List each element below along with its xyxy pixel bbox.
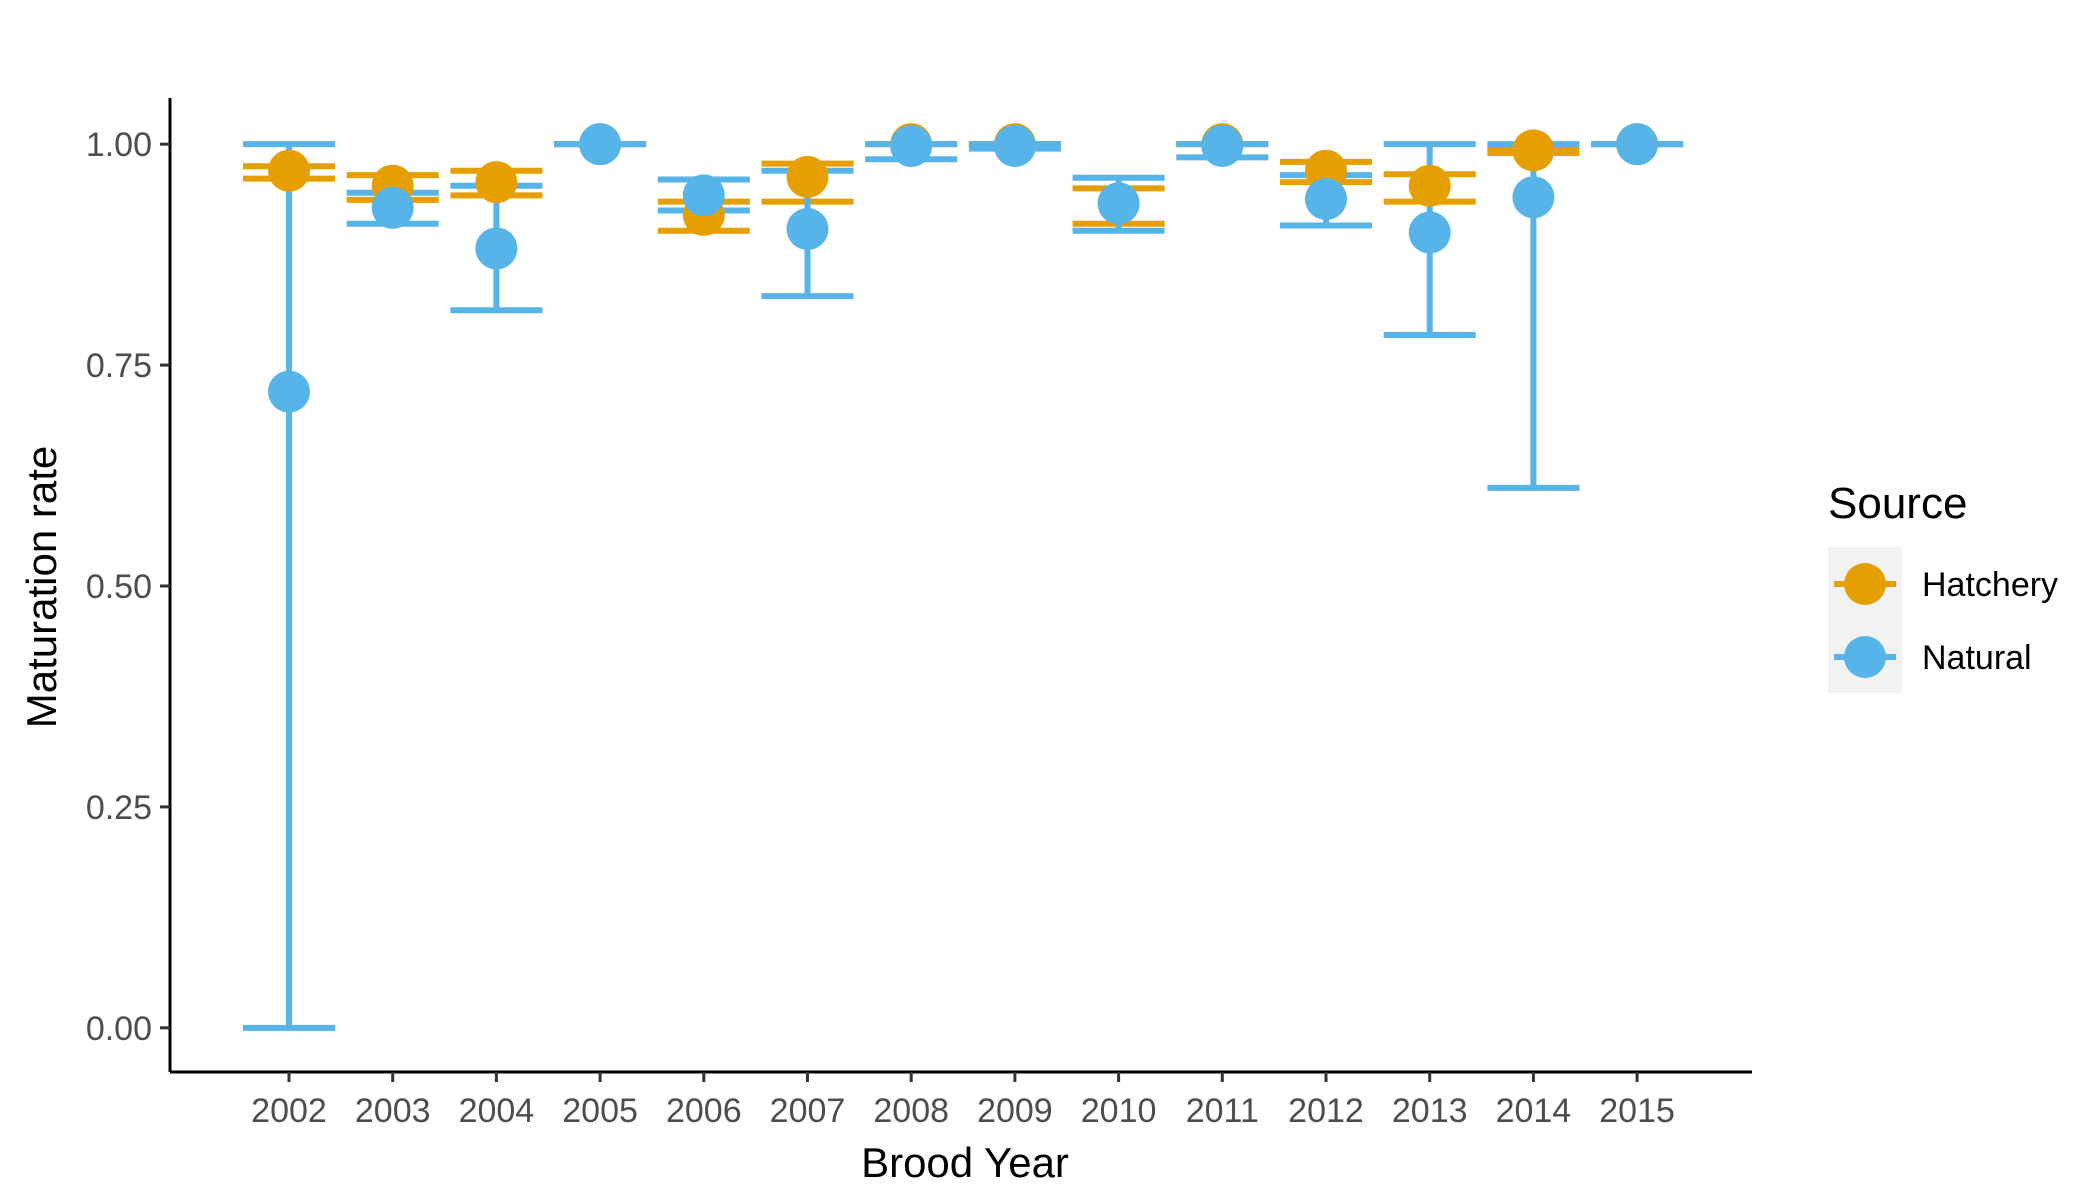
x-tick-label: 2002	[251, 1092, 327, 1130]
x-tick-label: 2013	[1392, 1092, 1468, 1130]
point-natural-2002	[268, 370, 310, 413]
point-natural-2006	[682, 174, 725, 217]
legend-key-point	[1844, 636, 1886, 678]
point-natural-2009	[993, 124, 1036, 167]
point-natural-2011	[1201, 124, 1244, 167]
point-natural-2013	[1408, 211, 1451, 254]
x-tick-label: 2006	[666, 1092, 742, 1130]
point-natural-2007	[786, 208, 829, 251]
y-tick-label: 0.50	[86, 568, 152, 606]
legend-label: Hatchery	[1922, 566, 2058, 604]
point-hatchery-2004	[475, 161, 518, 204]
legend-title: Source	[1828, 479, 1967, 528]
point-hatchery-2014	[1512, 129, 1555, 172]
point-natural-2008	[890, 124, 933, 167]
y-axis-title: Maturation rate	[18, 446, 65, 728]
point-natural-2010	[1097, 182, 1140, 225]
point-natural-2015	[1616, 123, 1659, 166]
legend-key-point	[1844, 563, 1886, 605]
x-tick-label: 2011	[1186, 1092, 1259, 1130]
plot-layer	[243, 123, 1684, 1031]
x-tick-label: 2003	[355, 1092, 431, 1130]
legend-label: Natural	[1922, 639, 2032, 677]
axis-layer: 0.00 0.25 0.50 0.75 1.00 2002 2003 2004 2005 2006…	[86, 98, 1752, 1130]
x-tick-label: 2015	[1599, 1092, 1675, 1130]
point-natural-2003	[371, 186, 414, 229]
x-tick-label: 2012	[1288, 1092, 1364, 1130]
errorbar-natural-2002	[243, 141, 335, 1031]
x-tick-label: 2010	[1081, 1092, 1157, 1130]
legend-item-natural: Natural	[1834, 636, 2032, 678]
x-tick-label: 2005	[562, 1092, 638, 1130]
point-hatchery-2007	[786, 155, 829, 198]
x-tick-label: 2007	[770, 1092, 846, 1130]
y-tick-label: 0.25	[86, 789, 152, 827]
point-natural-2004	[475, 227, 518, 270]
x-tick-label: 2014	[1496, 1092, 1572, 1130]
point-hatchery-2002	[268, 149, 310, 192]
y-tick-label: 1.00	[86, 126, 152, 164]
x-axis-title: Brood Year	[861, 1139, 1069, 1186]
point-natural-2012	[1305, 177, 1347, 220]
y-tick-label: 0.75	[86, 347, 152, 385]
point-natural-2005	[579, 123, 622, 166]
legend: Source Hatchery Natural	[1828, 479, 2058, 693]
y-tick-label: 0.00	[86, 1010, 152, 1048]
x-tick-label: 2009	[977, 1092, 1053, 1130]
legend-items: Hatchery Natural	[1834, 563, 2058, 678]
x-tick-label: 2008	[873, 1092, 949, 1130]
point-natural-2014	[1512, 176, 1555, 219]
legend-item-hatchery: Hatchery	[1834, 563, 2058, 605]
point-hatchery-2013	[1408, 164, 1451, 207]
x-tick-label: 2004	[459, 1092, 535, 1130]
